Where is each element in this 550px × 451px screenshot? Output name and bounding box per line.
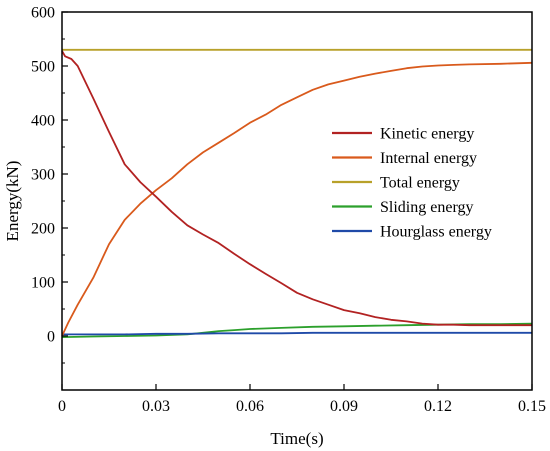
y-tick-label: 300 xyxy=(31,167,55,184)
series-line-kinetic-energy xyxy=(61,50,532,327)
y-tick-label: 400 xyxy=(31,113,55,130)
legend-label: Kinetic energy xyxy=(380,126,474,143)
y-tick-label: 0 xyxy=(47,329,55,346)
x-axis-title: Time(s) xyxy=(270,429,323,448)
x-tick-label: 0.03 xyxy=(142,398,170,415)
x-tick-label: 0.09 xyxy=(330,398,358,415)
ticks-layer: 0 0.03 0.06 0.09 0.12 0.15 0 100 200 300 400 500 600 xyxy=(31,5,546,416)
y-tick-label: 100 xyxy=(31,275,55,292)
y-tick-label: 500 xyxy=(31,59,55,76)
legend: Kinetic energy Internal energy Total energ… xyxy=(332,126,492,241)
series-line-hourglass-energy xyxy=(62,331,532,336)
y-tick-label: 200 xyxy=(31,221,55,238)
y-axis-title: Energy(kN) xyxy=(3,161,22,242)
x-tick-label: 0.06 xyxy=(236,398,264,415)
x-tick-label: 0 xyxy=(58,398,66,415)
legend-label: Internal energy xyxy=(380,150,477,167)
plot-frame xyxy=(61,11,533,391)
x-tick-label: 0.12 xyxy=(424,398,452,415)
series-line-internal-energy xyxy=(61,61,533,337)
legend-label: Hourglass energy xyxy=(380,224,492,241)
legend-label: Sliding energy xyxy=(380,199,473,216)
y-tick-label: 600 xyxy=(31,5,55,22)
x-tick-label: 0.15 xyxy=(518,398,546,415)
legend-label: Total energy xyxy=(380,175,460,192)
plot-layer xyxy=(61,48,533,338)
